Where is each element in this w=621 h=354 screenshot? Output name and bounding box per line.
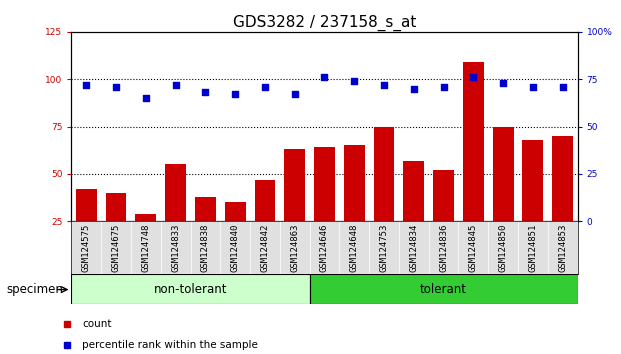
Bar: [255, 179, 275, 269]
Text: count: count: [82, 319, 112, 329]
Text: GSM124850: GSM124850: [499, 224, 507, 272]
Text: GSM124838: GSM124838: [201, 224, 210, 272]
Point: [230, 92, 240, 97]
Point: [290, 92, 300, 97]
Text: GSM124753: GSM124753: [379, 224, 389, 272]
Point: [111, 84, 121, 90]
Bar: [284, 149, 305, 269]
Bar: [404, 161, 424, 269]
Bar: [374, 127, 394, 269]
Bar: [552, 136, 573, 269]
Text: GSM124675: GSM124675: [112, 224, 120, 272]
Bar: [463, 62, 484, 269]
Bar: [135, 214, 156, 269]
Text: GSM124853: GSM124853: [558, 224, 567, 272]
Bar: [195, 196, 216, 269]
Text: tolerant: tolerant: [420, 283, 467, 296]
Point: [319, 74, 329, 80]
Point: [141, 95, 151, 101]
Point: [498, 80, 508, 86]
Point: [438, 84, 448, 90]
Bar: [106, 193, 127, 269]
Bar: [71, 274, 310, 304]
Text: non-tolerant: non-tolerant: [154, 283, 227, 296]
Bar: [165, 164, 186, 269]
Point: [81, 82, 91, 88]
Bar: [314, 147, 335, 269]
Text: GSM124748: GSM124748: [142, 224, 150, 272]
Point: [349, 78, 359, 84]
Text: GSM124840: GSM124840: [230, 224, 240, 272]
Bar: [225, 202, 245, 269]
Bar: [433, 170, 454, 269]
Point: [260, 84, 270, 90]
Bar: [310, 274, 578, 304]
Bar: [492, 127, 514, 269]
Text: GSM124845: GSM124845: [469, 224, 478, 272]
Text: GSM124833: GSM124833: [171, 224, 180, 272]
Text: GSM124648: GSM124648: [350, 224, 359, 272]
Text: GSM124575: GSM124575: [82, 224, 91, 272]
Bar: [522, 140, 543, 269]
Text: GSM124863: GSM124863: [290, 224, 299, 272]
Text: percentile rank within the sample: percentile rank within the sample: [82, 340, 258, 350]
Point: [409, 86, 419, 92]
Title: GDS3282 / 237158_s_at: GDS3282 / 237158_s_at: [233, 14, 416, 30]
Text: GSM124834: GSM124834: [409, 224, 419, 272]
Point: [468, 74, 478, 80]
Text: GSM124836: GSM124836: [439, 224, 448, 272]
Point: [558, 84, 568, 90]
Bar: [76, 189, 97, 269]
Point: [528, 84, 538, 90]
Point: [201, 90, 211, 95]
Text: GSM124646: GSM124646: [320, 224, 329, 272]
Bar: [344, 145, 365, 269]
Point: [379, 82, 389, 88]
Text: GSM124842: GSM124842: [260, 224, 270, 272]
Point: [171, 82, 181, 88]
Text: specimen: specimen: [6, 283, 63, 296]
Text: GSM124851: GSM124851: [528, 224, 537, 272]
